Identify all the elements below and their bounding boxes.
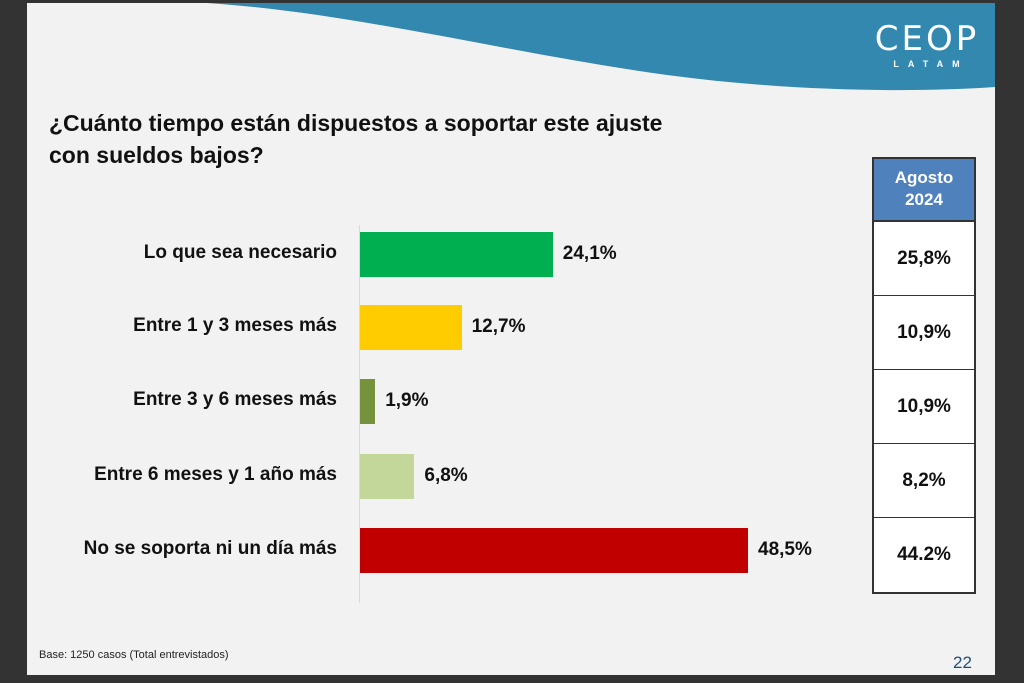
table-cell: 25,8% bbox=[874, 222, 974, 296]
comparison-table-header: Agosto 2024 bbox=[874, 159, 974, 222]
bar bbox=[360, 528, 748, 573]
header-year: 2024 bbox=[905, 190, 943, 209]
header-banner bbox=[207, 3, 995, 91]
bar bbox=[360, 454, 415, 499]
comparison-table: Agosto 2024 25,8% 10,9% 10,9% 8,2% 44.2% bbox=[872, 157, 976, 594]
ceop-logo: CEOP LATAM bbox=[867, 21, 987, 69]
bar bbox=[360, 379, 376, 424]
value-label: 1,9% bbox=[385, 390, 429, 411]
header-month: Agosto bbox=[894, 168, 954, 187]
table-cell: 10,9% bbox=[874, 296, 974, 370]
slide: CEOP LATAM ¿Cuánto tiempo están dispuest… bbox=[27, 3, 995, 675]
value-label: 48,5% bbox=[758, 539, 812, 560]
title-line-1: ¿Cuánto tiempo están dispuestos a soport… bbox=[49, 110, 663, 136]
title-line-2: con sueldos bajos? bbox=[49, 142, 264, 168]
bar bbox=[360, 232, 553, 277]
category-label: Entre 1 y 3 meses más bbox=[133, 315, 337, 336]
slide-title: ¿Cuánto tiempo están dispuestos a soport… bbox=[49, 107, 769, 171]
category-label: Entre 6 meses y 1 año más bbox=[94, 464, 337, 485]
page-number: 22 bbox=[953, 653, 972, 672]
table-cell: 10,9% bbox=[874, 370, 974, 444]
value-label: 6,8% bbox=[424, 465, 468, 486]
chart-axis bbox=[359, 225, 360, 603]
table-cell: 8,2% bbox=[874, 444, 974, 518]
value-label: 24,1% bbox=[562, 243, 617, 264]
bar bbox=[360, 305, 462, 350]
logo-sub-text: LATAM bbox=[893, 59, 969, 69]
footnote: Base: 1250 casos (Total entrevistados) bbox=[39, 649, 229, 661]
category-label: No se soporta ni un día más bbox=[83, 538, 337, 559]
logo-main-text: CEOP bbox=[874, 19, 980, 59]
category-label: Lo que sea necesario bbox=[143, 242, 337, 263]
category-label: Entre 3 y 6 meses más bbox=[133, 389, 337, 410]
value-label: 12,7% bbox=[471, 316, 526, 337]
table-cell: 44.2% bbox=[897, 544, 951, 565]
